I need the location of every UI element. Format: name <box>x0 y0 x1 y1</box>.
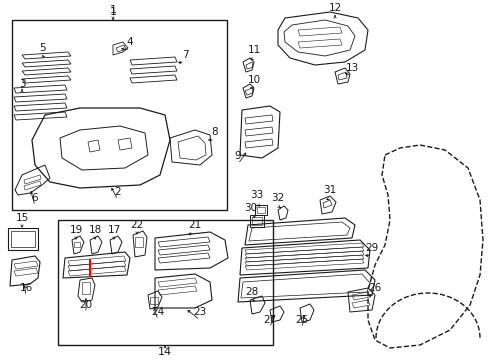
Text: 17: 17 <box>107 225 121 235</box>
Text: 20: 20 <box>79 300 92 310</box>
Bar <box>249 215 264 227</box>
Text: 13: 13 <box>345 63 358 73</box>
Bar <box>254 205 266 215</box>
Text: 18: 18 <box>88 225 102 235</box>
Text: 29: 29 <box>365 243 378 253</box>
Text: 1: 1 <box>109 5 116 15</box>
Bar <box>150 297 158 304</box>
Text: 19: 19 <box>69 225 82 235</box>
Text: 7: 7 <box>182 50 188 60</box>
Bar <box>11 231 35 247</box>
Text: 33: 33 <box>250 190 263 200</box>
Bar <box>82 282 90 294</box>
Text: 24: 24 <box>151 307 164 317</box>
Text: 32: 32 <box>271 193 284 203</box>
Text: 6: 6 <box>32 193 38 203</box>
Text: 16: 16 <box>20 283 33 293</box>
Text: 3: 3 <box>19 79 25 89</box>
Text: 10: 10 <box>247 75 260 85</box>
Bar <box>12 20 226 210</box>
Text: 31: 31 <box>323 185 336 195</box>
Text: 8: 8 <box>211 127 218 137</box>
Text: 11: 11 <box>247 45 260 55</box>
Text: 4: 4 <box>126 37 133 47</box>
Text: 15: 15 <box>15 213 29 223</box>
Bar <box>135 237 142 247</box>
Text: 26: 26 <box>367 283 381 293</box>
Bar <box>8 228 38 250</box>
Text: 25: 25 <box>295 315 308 325</box>
Text: 9: 9 <box>234 151 241 161</box>
Text: 5: 5 <box>39 43 45 53</box>
Text: 21: 21 <box>188 220 201 230</box>
Text: 14: 14 <box>158 347 172 357</box>
Bar <box>257 207 264 213</box>
Text: 1: 1 <box>109 7 116 17</box>
Text: 12: 12 <box>328 3 341 13</box>
Bar <box>58 220 272 345</box>
Text: 2: 2 <box>115 187 121 197</box>
Text: 23: 23 <box>193 307 206 317</box>
Bar <box>251 217 262 225</box>
Text: 22: 22 <box>130 220 143 230</box>
Text: 27: 27 <box>263 315 276 325</box>
Text: 28: 28 <box>245 287 258 297</box>
Bar <box>74 242 80 247</box>
Text: 30: 30 <box>244 203 257 213</box>
